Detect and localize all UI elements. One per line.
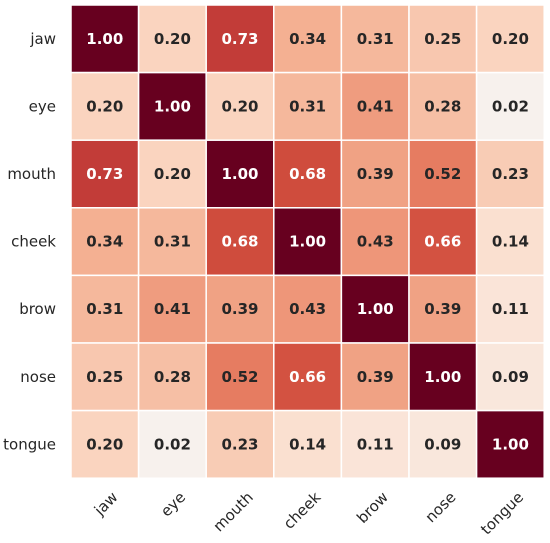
heatmap-cell-mouth-eye <box>137 139 207 209</box>
y-tick-labels: jaw eye mouth cheek brow nose tongue <box>3 30 56 454</box>
heatmap-cell-cheek-tongue <box>475 207 545 277</box>
cell-value-label: 0.41 <box>154 300 191 318</box>
cell-value-label: 0.11 <box>357 435 394 453</box>
cell-value-label: 0.20 <box>154 30 191 48</box>
annotations-layer: 1.00 0.20 0.73 0.34 0.31 0.25 0.20 0.20 1.00 0.20… <box>86 30 529 454</box>
cells-layer <box>70 4 545 479</box>
heatmap-cell-eye-brow <box>340 71 410 141</box>
cell-value-label: 0.28 <box>154 368 191 386</box>
cell-value-label: 0.23 <box>221 435 258 453</box>
heatmap-cell-mouth-nose <box>408 139 478 209</box>
x-tick-labels: jaw eye mouth cheek brow nose tongue <box>90 488 527 538</box>
cell-value-label: 0.02 <box>154 435 191 453</box>
heatmap-cell-nose-tongue <box>475 342 545 412</box>
cell-value-label: 1.00 <box>357 300 394 318</box>
heatmap-cell-tongue-tongue <box>475 409 545 479</box>
cell-value-label: 1.00 <box>424 368 461 386</box>
cell-value-label: 0.28 <box>424 97 461 115</box>
cell-value-label: 0.20 <box>154 165 191 183</box>
heatmap-cell-mouth-mouth <box>205 139 275 209</box>
cell-value-label: 0.68 <box>221 233 258 251</box>
x-tick-label-jaw: jaw <box>90 488 122 520</box>
x-tick-label-cheek: cheek <box>280 488 325 533</box>
cell-value-label: 0.31 <box>357 30 394 48</box>
cell-value-label: 0.39 <box>357 165 394 183</box>
cell-value-label: 1.00 <box>86 30 123 48</box>
heatmap-cell-mouth-tongue <box>475 139 545 209</box>
cell-value-label: 0.31 <box>289 97 326 115</box>
heatmap-cell-mouth-cheek <box>273 139 343 209</box>
cell-value-label: 0.20 <box>492 30 529 48</box>
cell-value-label: 0.11 <box>492 300 529 318</box>
cell-value-label: 0.43 <box>289 300 326 318</box>
cell-value-label: 0.02 <box>492 97 529 115</box>
heatmap-cell-brow-jaw <box>70 274 140 344</box>
x-tick-label-eye: eye <box>157 488 189 520</box>
heatmap-cell-brow-mouth <box>205 274 275 344</box>
cell-value-label: 0.20 <box>86 97 123 115</box>
cell-value-label: 0.39 <box>221 300 258 318</box>
cell-value-label: 0.52 <box>424 165 461 183</box>
cell-value-label: 0.20 <box>86 435 123 453</box>
cell-value-label: 0.66 <box>289 368 326 386</box>
cell-value-label: 1.00 <box>492 435 529 453</box>
cell-value-label: 0.14 <box>492 233 529 251</box>
heatmap-cell-nose-brow <box>340 342 410 412</box>
y-tick-label-nose: nose <box>20 368 56 386</box>
y-tick-label-cheek: cheek <box>11 233 56 251</box>
heatmap-cell-nose-cheek <box>273 342 343 412</box>
heatmap-cell-tongue-mouth <box>205 409 275 479</box>
heatmap-cell-jaw-eye <box>137 4 207 74</box>
heatmap-cell-tongue-cheek <box>273 409 343 479</box>
heatmap-cell-cheek-nose <box>408 207 478 277</box>
heatmap-cell-tongue-jaw <box>70 409 140 479</box>
heatmap-cell-mouth-brow <box>340 139 410 209</box>
cell-value-label: 0.34 <box>86 233 123 251</box>
cell-value-label: 0.25 <box>86 368 123 386</box>
y-tick-label-mouth: mouth <box>7 165 56 183</box>
x-tick-label-mouth: mouth <box>210 488 257 535</box>
x-tick-label-brow: brow <box>353 488 392 527</box>
heatmap-cell-cheek-jaw <box>70 207 140 277</box>
cell-value-label: 0.23 <box>492 165 529 183</box>
x-tick-label-nose: nose <box>422 488 460 526</box>
y-tick-label-brow: brow <box>19 300 56 318</box>
heatmap-cell-jaw-nose <box>408 4 478 74</box>
cell-value-label: 0.39 <box>424 300 461 318</box>
cell-value-label: 0.39 <box>357 368 394 386</box>
heatmap-cell-eye-tongue <box>475 71 545 141</box>
cell-value-label: 0.14 <box>289 435 326 453</box>
cell-value-label: 0.25 <box>424 30 461 48</box>
cell-value-label: 0.31 <box>86 300 123 318</box>
cell-value-label: 0.66 <box>424 233 461 251</box>
heatmap-cell-cheek-eye <box>137 207 207 277</box>
y-tick-label-jaw: jaw <box>29 30 56 48</box>
heatmap-cell-jaw-jaw <box>70 4 140 74</box>
heatmap-cell-tongue-brow <box>340 409 410 479</box>
cell-value-label: 0.41 <box>357 97 394 115</box>
cell-value-label: 0.52 <box>221 368 258 386</box>
cell-value-label: 1.00 <box>221 165 258 183</box>
cell-value-label: 0.43 <box>357 233 394 251</box>
cell-value-label: 0.73 <box>86 165 123 183</box>
x-tick-label-tongue: tongue <box>477 488 527 538</box>
cell-value-label: 0.20 <box>221 97 258 115</box>
cell-value-label: 1.00 <box>289 233 326 251</box>
cell-value-label: 0.09 <box>424 435 461 453</box>
y-tick-label-tongue: tongue <box>3 435 56 453</box>
cell-value-label: 0.73 <box>221 30 258 48</box>
heatmap-cell-eye-jaw <box>70 71 140 141</box>
cell-value-label: 0.09 <box>492 368 529 386</box>
heatmap-cell-nose-jaw <box>70 342 140 412</box>
heatmap-cell-tongue-nose <box>408 409 478 479</box>
cell-value-label: 0.31 <box>154 233 191 251</box>
heatmap-cell-nose-eye <box>137 342 207 412</box>
cell-value-label: 1.00 <box>154 97 191 115</box>
y-tick-label-eye: eye <box>29 97 56 115</box>
heatmap-cell-eye-mouth <box>205 71 275 141</box>
cell-value-label: 0.34 <box>289 30 326 48</box>
cell-value-label: 0.68 <box>289 165 326 183</box>
